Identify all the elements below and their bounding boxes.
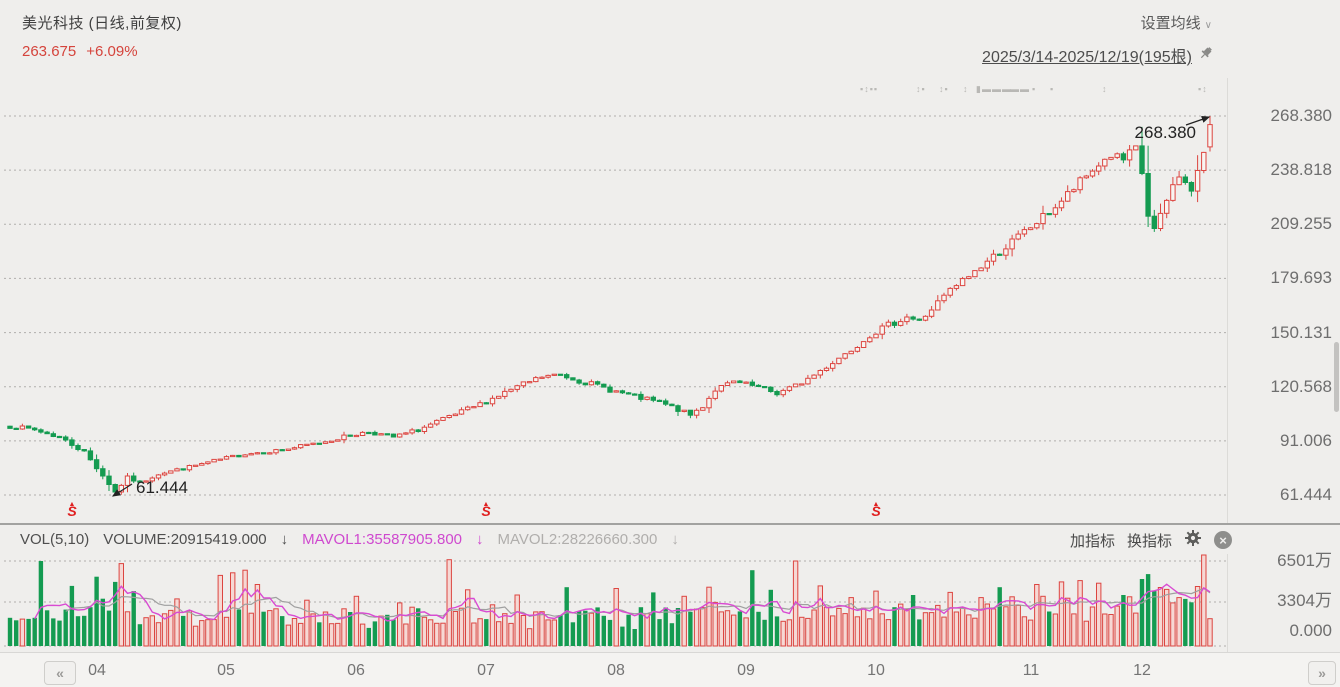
price-axis-label: 179.693 (1270, 268, 1332, 287)
mavol1-down-arrow-icon: ↓ (476, 531, 484, 548)
price-axis-label: 150.131 (1270, 323, 1332, 342)
earnings-marker-arrow: ▲ (68, 501, 76, 508)
event-marker-icon[interactable]: ▪↕ (1198, 84, 1208, 94)
chevron-down-icon: ∨ (1204, 20, 1212, 31)
last-price: 263.675 (22, 43, 77, 60)
month-label: 10 (867, 662, 885, 679)
month-label: 07 (477, 662, 495, 679)
price-axis-label: 209.255 (1270, 214, 1332, 233)
event-marker-icon[interactable]: ▮▬▬▬ (976, 84, 1012, 94)
low-annotation: 61.444 (136, 478, 188, 497)
scroll-left-button[interactable]: « (44, 661, 76, 685)
high-annotation: 268.380 (1135, 123, 1196, 142)
event-marker-icon[interactable]: ↕▪ (916, 84, 926, 94)
date-range-link[interactable]: 2025/3/14-2025/12/19(195根) (982, 49, 1192, 66)
last-price-row: 263.675 +6.09% (22, 43, 148, 60)
volume-down-arrow-icon: ↓ (280, 531, 289, 548)
vol-params-label: VOL(5,10) (20, 531, 90, 548)
earnings-marker-arrow: ▲ (872, 501, 880, 508)
gear-icon[interactable] (1184, 529, 1202, 551)
mavol1-value-label: MAVOL1:35587905.800 (302, 531, 462, 548)
volume-axis-label: 6501万 (1277, 551, 1332, 570)
earnings-marker[interactable]: ▲ S (64, 501, 80, 519)
event-marker-icon[interactable]: ▪↕▪▪ (860, 84, 879, 94)
volume-value-label: VOLUME:20915419.000 (103, 531, 267, 548)
earnings-marker-s: S (481, 503, 491, 519)
close-indicator-icon[interactable]: × (1214, 531, 1232, 549)
price-axis-label: 238.818 (1270, 160, 1332, 179)
time-axis-band (0, 653, 1340, 687)
mavol2-down-arrow-icon: ↓ (671, 531, 679, 548)
earnings-marker-s: S (67, 503, 77, 519)
event-marker-icon[interactable]: ↕ (963, 84, 969, 94)
event-marker-icon[interactable]: ▪ (1050, 84, 1055, 94)
earnings-marker[interactable]: ▲ S (478, 501, 494, 519)
volume-indicator-header: VOL(5,10) VOLUME:20915419.000 ↓ MAVOL1:3… (20, 531, 693, 548)
earnings-marker[interactable]: ▲ S (868, 501, 884, 519)
month-label: 06 (347, 662, 365, 679)
scroll-right-button[interactable]: » (1308, 661, 1336, 685)
month-label: 09 (737, 662, 755, 679)
month-label: 08 (607, 662, 625, 679)
page-title: 美光科技 (日线,前复权) (22, 15, 182, 32)
earnings-marker-arrow: ▲ (482, 501, 490, 508)
month-label: 05 (217, 662, 235, 679)
add-indicator-button[interactable]: 加指标 (1069, 532, 1115, 550)
switch-indicator-button[interactable]: 换指标 (1126, 532, 1172, 550)
price-axis-label: 61.444 (1280, 485, 1332, 504)
volume-chart[interactable] (0, 554, 1228, 652)
axis-band-divider (0, 652, 1340, 653)
volume-axis-label: 3304万 (1277, 591, 1332, 610)
month-label: 04 (88, 662, 106, 679)
ma-settings-dropdown[interactable]: 设置均线 ∨ (1141, 12, 1212, 33)
mavol2-value-label: MAVOL2:28226660.300 (497, 531, 658, 548)
price-axis-label: 91.006 (1280, 431, 1332, 450)
price-axis-label: 268.380 (1270, 106, 1332, 125)
event-marker-icon[interactable]: ↕ (1102, 84, 1108, 94)
event-marker-icon[interactable]: ▬▬ (1010, 84, 1030, 94)
scrollbar-thumb[interactable] (1334, 342, 1339, 412)
earnings-marker-s: S (871, 503, 881, 519)
price-axis-label: 120.568 (1270, 377, 1332, 396)
event-marker-icon[interactable]: ▪ (1032, 84, 1037, 94)
event-marker-icon[interactable]: ↕▪ (939, 84, 949, 94)
price-chart[interactable]: 268.380 61.444 (0, 78, 1228, 523)
month-label: 12 (1133, 662, 1151, 679)
month-label: 11 (1022, 662, 1040, 679)
volume-axis-label: 0.000 (1289, 621, 1332, 640)
change-percent: +6.09% (86, 43, 138, 60)
pane-divider (0, 523, 1340, 525)
pin-icon[interactable] (1198, 45, 1214, 61)
ma-settings-label: 设置均线 (1140, 15, 1201, 32)
indicator-actions: 加指标 换指标 × (1070, 529, 1232, 551)
